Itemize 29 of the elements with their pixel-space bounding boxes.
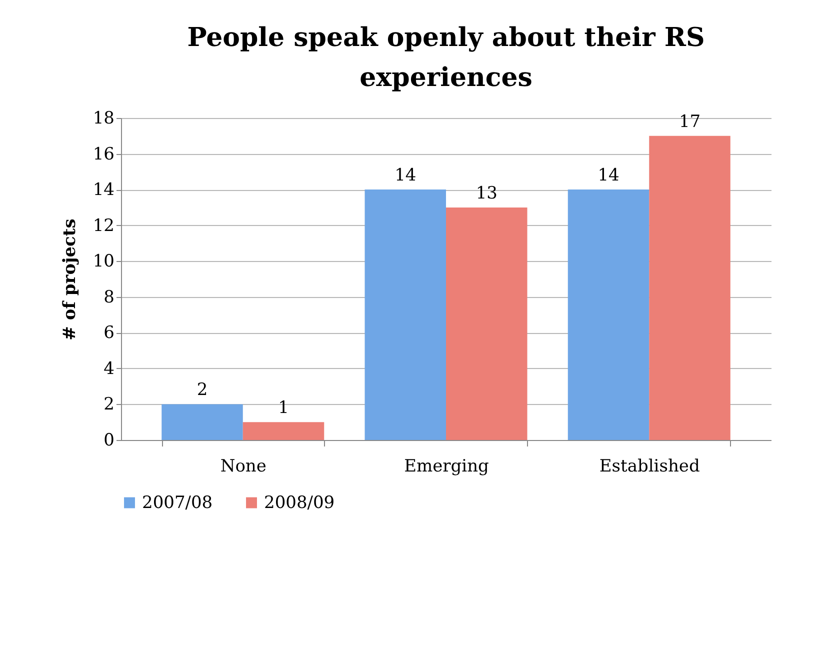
- x-tick-label: None: [220, 456, 266, 476]
- bar: [162, 404, 243, 440]
- legend-label: 2008/09: [264, 492, 335, 513]
- bar: [649, 136, 730, 440]
- bar: [364, 190, 446, 440]
- data-label: 17: [678, 112, 701, 132]
- y-tick-label: 12: [92, 216, 114, 236]
- bar: [568, 190, 650, 440]
- y-tick-label: 4: [104, 358, 114, 379]
- data-label: 1: [278, 398, 289, 418]
- y-tick-label: 10: [92, 252, 114, 272]
- y-tick-label: 18: [92, 108, 114, 128]
- bar: [446, 207, 528, 440]
- data-label: 14: [598, 166, 620, 186]
- chart-title: People speak openly about their RS experiences: [187, 23, 705, 93]
- y-axis-title: # of projects: [60, 218, 80, 340]
- x-tick-label: Emerging: [404, 456, 490, 476]
- data-label: 2: [196, 380, 208, 400]
- y-tick-label: 6: [104, 323, 114, 344]
- data-label: 13: [476, 183, 498, 204]
- y-tick-label: 14: [92, 180, 114, 200]
- y-tick-label: 2: [104, 394, 114, 415]
- y-tick-label: 8: [104, 287, 114, 308]
- y-tick-label: 16: [92, 144, 114, 164]
- data-label: 14: [394, 166, 416, 186]
- x-tick-label: Established: [599, 456, 700, 476]
- bar: [242, 422, 324, 440]
- legend-label: 2007/08: [142, 492, 213, 513]
- y-tick-label: 0: [104, 430, 114, 450]
